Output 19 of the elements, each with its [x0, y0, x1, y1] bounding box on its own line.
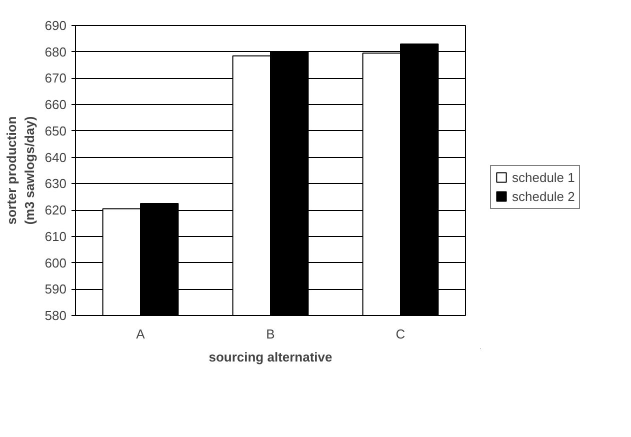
x-tick-label: B: [266, 326, 275, 342]
y-tick-label: 690: [44, 18, 67, 33]
y-tick-label: 620: [44, 202, 67, 218]
y-tick-label: 600: [44, 255, 67, 270]
y-tick-label: 580: [44, 308, 67, 323]
x-tick-label: C: [396, 326, 406, 342]
y-tick-label: 590: [44, 282, 67, 297]
y-tick-label: 610: [44, 228, 67, 244]
y-tick-label: 640: [44, 150, 67, 165]
y-tick-label: 660: [44, 97, 67, 112]
y-tick-label: 650: [44, 123, 67, 138]
y-tick-label: 680: [44, 44, 67, 60]
y-tick-label: 670: [44, 70, 67, 86]
legend-label: schedule 2: [512, 188, 575, 204]
x-axis-title: sourcing alternative: [208, 350, 332, 364]
y-tick-label: 630: [44, 176, 67, 192]
legend-label: schedule 1: [512, 170, 575, 184]
x-tick-label: A: [136, 326, 146, 342]
y-axis-title: sorter production (m3 sawlogs/day): [4, 116, 37, 225]
